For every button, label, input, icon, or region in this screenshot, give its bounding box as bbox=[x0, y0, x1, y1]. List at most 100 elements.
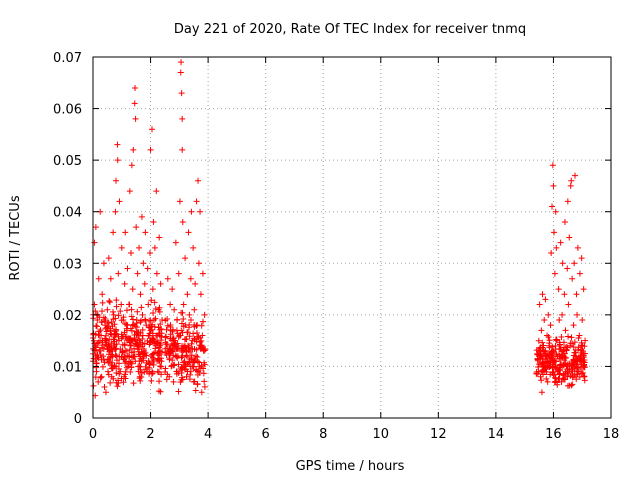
data-point bbox=[179, 115, 186, 122]
data-point bbox=[190, 330, 197, 337]
data-point bbox=[554, 381, 561, 388]
data-point bbox=[561, 291, 568, 298]
data-point bbox=[167, 327, 174, 334]
data-point bbox=[539, 359, 546, 366]
data-point bbox=[98, 373, 105, 380]
data-point bbox=[188, 352, 195, 359]
data-point bbox=[192, 387, 199, 394]
data-point bbox=[560, 371, 567, 378]
data-point bbox=[148, 126, 155, 133]
data-point bbox=[553, 244, 560, 251]
data-point bbox=[107, 327, 114, 334]
data-point bbox=[104, 368, 111, 375]
y-tick-label: 0.06 bbox=[53, 103, 82, 118]
data-point bbox=[140, 260, 147, 267]
data-point bbox=[178, 90, 185, 97]
data-point bbox=[544, 332, 551, 339]
data-point bbox=[563, 363, 570, 370]
data-point bbox=[182, 322, 189, 329]
data-point bbox=[93, 368, 100, 375]
data-point bbox=[173, 345, 180, 352]
data-point bbox=[543, 358, 550, 365]
data-point bbox=[138, 304, 145, 311]
data-point bbox=[539, 291, 546, 298]
data-point bbox=[113, 177, 120, 184]
data-point bbox=[137, 291, 144, 298]
data-point bbox=[173, 368, 180, 375]
data-point bbox=[120, 317, 127, 324]
data-point bbox=[180, 301, 187, 308]
data-point bbox=[96, 347, 103, 354]
data-point bbox=[128, 313, 135, 320]
data-point bbox=[168, 348, 175, 355]
data-point bbox=[579, 317, 586, 324]
data-point bbox=[171, 306, 178, 313]
y-tick-label: 0.07 bbox=[53, 51, 82, 66]
data-point bbox=[138, 369, 145, 376]
data-point bbox=[174, 353, 181, 360]
data-point bbox=[550, 361, 557, 368]
data-point bbox=[164, 322, 171, 329]
data-point bbox=[144, 368, 151, 375]
data-point bbox=[157, 363, 164, 370]
data-point bbox=[184, 353, 191, 360]
data-point bbox=[170, 378, 177, 385]
data-point bbox=[182, 255, 189, 262]
data-point bbox=[116, 198, 123, 205]
data-point bbox=[560, 339, 567, 346]
data-point bbox=[157, 280, 164, 287]
data-point bbox=[572, 172, 579, 179]
data-point bbox=[149, 369, 156, 376]
data-point bbox=[162, 334, 169, 341]
data-point bbox=[132, 84, 139, 91]
data-point bbox=[95, 275, 102, 282]
data-point bbox=[93, 322, 100, 329]
data-point bbox=[169, 286, 176, 293]
data-point bbox=[102, 322, 109, 329]
data-point bbox=[545, 333, 552, 340]
data-point bbox=[129, 286, 136, 293]
data-point bbox=[131, 345, 138, 352]
data-point bbox=[150, 309, 157, 316]
y-tick-label: 0.02 bbox=[53, 309, 82, 324]
data-point bbox=[144, 265, 151, 272]
data-point bbox=[547, 356, 554, 363]
data-point bbox=[184, 342, 191, 349]
data-point bbox=[201, 361, 208, 368]
data-point bbox=[157, 388, 164, 395]
data-point bbox=[195, 260, 202, 267]
data-point bbox=[146, 332, 153, 339]
data-point bbox=[152, 315, 159, 322]
data-point bbox=[560, 347, 567, 354]
data-point bbox=[162, 339, 169, 346]
data-point bbox=[196, 363, 203, 370]
data-point bbox=[571, 349, 578, 356]
data-point bbox=[550, 358, 557, 365]
data-point bbox=[132, 336, 139, 343]
data-point bbox=[133, 224, 140, 231]
data-point bbox=[141, 280, 148, 287]
data-point bbox=[150, 350, 157, 357]
data-point bbox=[137, 319, 144, 326]
data-point bbox=[123, 327, 130, 334]
data-point bbox=[151, 317, 158, 324]
data-point bbox=[99, 291, 106, 298]
data-point bbox=[95, 378, 102, 385]
data-point bbox=[576, 332, 583, 339]
data-point bbox=[579, 369, 586, 376]
data-point bbox=[172, 239, 179, 246]
data-point bbox=[179, 374, 186, 381]
data-point bbox=[100, 345, 107, 352]
data-point bbox=[565, 333, 572, 340]
data-point bbox=[156, 332, 163, 339]
data-point bbox=[128, 306, 135, 313]
x-tick-label: 18 bbox=[603, 427, 620, 442]
data-point bbox=[571, 260, 578, 267]
axis-tick-labels: 0 2 4 6 8 10 12 14 16 18 0 0.01 0.02 0.03 0.04 0.05 0.06… bbox=[53, 51, 619, 442]
data-point bbox=[158, 337, 165, 344]
data-point bbox=[546, 363, 553, 370]
data-point bbox=[103, 328, 110, 335]
data-point bbox=[104, 346, 111, 353]
data-point bbox=[139, 326, 146, 333]
data-point bbox=[115, 380, 122, 387]
